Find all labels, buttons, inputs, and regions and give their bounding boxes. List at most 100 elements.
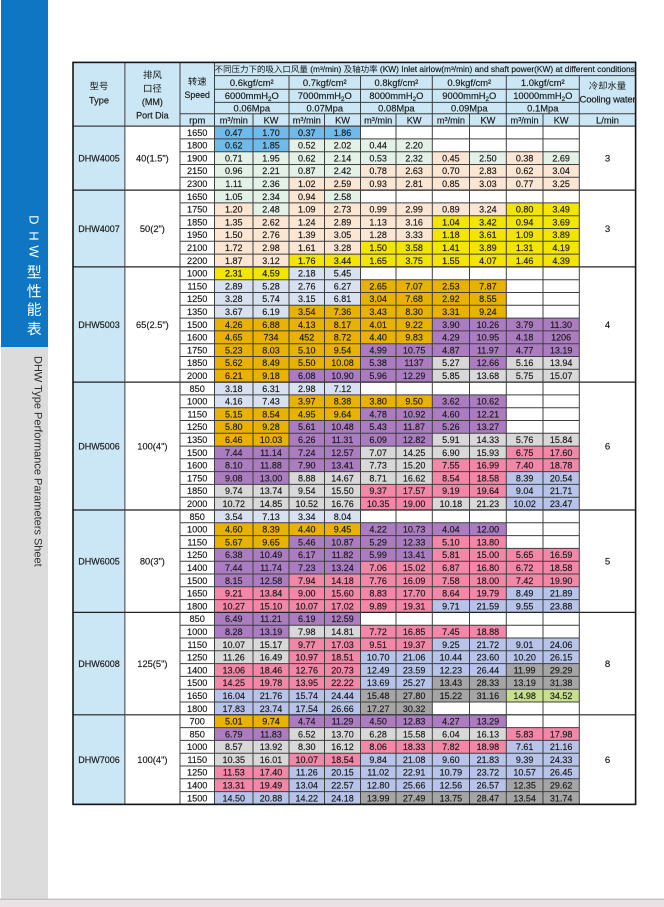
svg-text:1600: 1600 [187,461,207,471]
svg-text:3.49: 3.49 [552,205,570,215]
svg-text:5.29: 5.29 [369,537,387,547]
svg-text:5.01: 5.01 [225,717,243,727]
svg-text:m³/min: m³/min [364,115,392,125]
svg-text:1150: 1150 [187,537,207,547]
svg-text:1150: 1150 [187,640,207,650]
svg-text:1.04: 1.04 [442,217,460,227]
svg-text:20.73: 20.73 [331,665,354,675]
svg-text:2.21: 2.21 [262,166,280,176]
svg-text:16.76: 16.76 [331,499,354,509]
svg-text:4.19: 4.19 [552,243,570,253]
svg-text:1350: 1350 [187,435,207,445]
svg-text:10.18: 10.18 [440,499,463,509]
svg-text:850: 850 [190,512,205,522]
svg-text:1850: 1850 [187,486,207,496]
svg-text:0.45: 0.45 [442,153,460,163]
svg-text:8.57: 8.57 [225,742,243,752]
svg-text:9.89: 9.89 [369,601,387,611]
svg-text:1000: 1000 [187,269,207,279]
svg-text:6.49: 6.49 [225,614,243,624]
svg-text:0.37: 0.37 [298,128,316,138]
svg-text:7.07: 7.07 [405,281,423,291]
svg-text:10.79: 10.79 [440,768,463,778]
svg-text:40(1.5"): 40(1.5") [136,154,169,164]
svg-text:2.76: 2.76 [298,281,316,291]
svg-text:2.42: 2.42 [334,166,352,176]
svg-text:0.94: 0.94 [516,217,534,227]
svg-text:2.76: 2.76 [262,230,280,240]
svg-text:4.59: 4.59 [262,269,280,279]
svg-text:2.14: 2.14 [334,153,352,163]
svg-text:1.55: 1.55 [442,256,460,266]
svg-text:3.12: 3.12 [262,256,280,266]
svg-text:5.38: 5.38 [369,358,387,368]
svg-text:6.19: 6.19 [262,307,280,317]
svg-text:2300: 2300 [187,179,207,189]
svg-text:17.02: 17.02 [331,601,354,611]
svg-text:18.78: 18.78 [550,461,573,471]
svg-text:2.31: 2.31 [225,269,243,279]
svg-text:9.51: 9.51 [369,640,387,650]
svg-text:13.75: 13.75 [440,793,463,803]
svg-text:1750: 1750 [187,473,207,483]
svg-text:19.64: 19.64 [477,486,500,496]
svg-text:26.45: 26.45 [550,768,573,778]
svg-text:8.72: 8.72 [334,333,352,343]
svg-text:7.12: 7.12 [334,384,352,394]
svg-text:850: 850 [190,614,205,624]
svg-text:16.99: 16.99 [477,461,500,471]
svg-text:8.64: 8.64 [442,589,460,599]
svg-text:9.55: 9.55 [516,601,534,611]
svg-text:H: H [27,231,42,240]
svg-text:4.39: 4.39 [552,256,570,266]
svg-text:16.01: 16.01 [260,755,283,765]
svg-text:1.50: 1.50 [225,230,243,240]
svg-text:734: 734 [263,333,278,343]
svg-text:19.00: 19.00 [403,499,426,509]
svg-text:9.08: 9.08 [225,473,243,483]
svg-text:14.81: 14.81 [331,627,354,637]
svg-text:10.75: 10.75 [403,345,426,355]
svg-text:7.44: 7.44 [225,448,243,458]
svg-text:8.28: 8.28 [225,627,243,637]
svg-text:4.78: 4.78 [369,409,387,419]
svg-text:7.40: 7.40 [516,461,534,471]
svg-text:17.60: 17.60 [550,448,573,458]
svg-text:7.58: 7.58 [442,576,460,586]
svg-text:7.45: 7.45 [442,627,460,637]
svg-text:24.06: 24.06 [550,640,573,650]
svg-text:100(4"): 100(4") [137,755,167,765]
svg-text:1.46: 1.46 [516,256,534,266]
svg-text:6.21: 6.21 [225,371,243,381]
svg-text:25.27: 25.27 [403,678,426,688]
svg-text:6.87: 6.87 [442,563,460,573]
svg-text:3.15: 3.15 [298,294,316,304]
svg-text:0.9kgf/cm²: 0.9kgf/cm² [447,77,491,88]
svg-text:0.62: 0.62 [225,141,243,151]
svg-text:0.06Mpa: 0.06Mpa [234,103,271,114]
svg-text:(m³/min): (m³/min) [308,64,344,74]
svg-text:5.74: 5.74 [262,294,280,304]
svg-text:0.77: 0.77 [516,179,534,189]
svg-text:4.65: 4.65 [225,333,243,343]
svg-text:5.85: 5.85 [442,371,460,381]
svg-text:9.65: 9.65 [262,537,280,547]
svg-text:4.22: 4.22 [369,525,387,535]
svg-text:7.24: 7.24 [298,448,316,458]
svg-text:6.17: 6.17 [298,550,316,560]
svg-text:4.60: 4.60 [225,525,243,535]
svg-text:17.83: 17.83 [223,704,246,714]
svg-text:3.67: 3.67 [225,307,243,317]
svg-text:6000mmH2O: 6000mmH2O [225,90,279,103]
svg-text:9.00: 9.00 [298,589,316,599]
svg-text:9.74: 9.74 [262,717,280,727]
svg-text:21.59: 21.59 [477,601,500,611]
svg-text:0.87: 0.87 [298,166,316,176]
svg-text:D: D [27,215,42,224]
svg-text:L/min: L/min [596,114,619,125]
svg-text:5.76: 5.76 [516,435,534,445]
svg-text:10.03: 10.03 [260,435,283,445]
svg-text:0.08Mpa: 0.08Mpa [378,103,415,114]
svg-text:3.75: 3.75 [405,256,423,266]
svg-text:9.64: 9.64 [334,409,352,419]
